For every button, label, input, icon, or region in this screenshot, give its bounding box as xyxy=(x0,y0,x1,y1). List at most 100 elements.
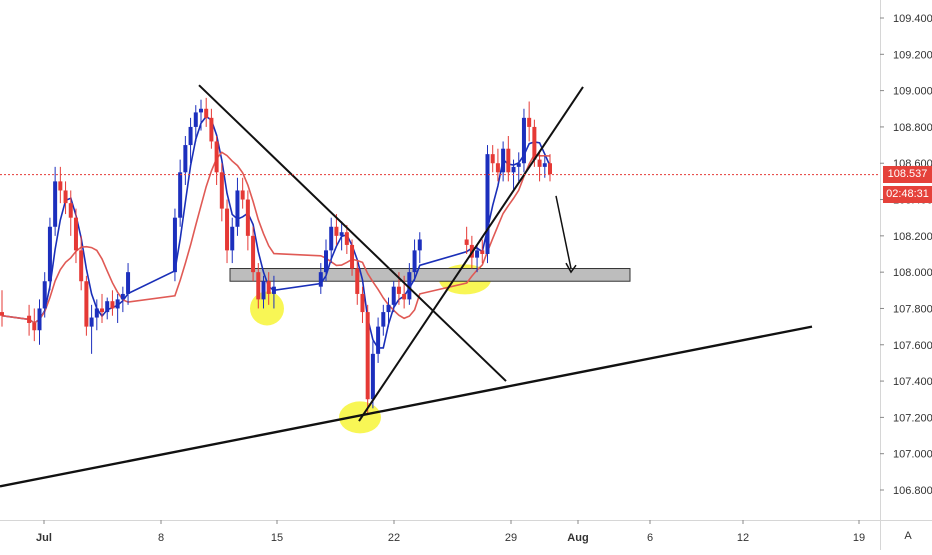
candle-body xyxy=(225,208,230,251)
candle-body xyxy=(100,308,105,313)
candle xyxy=(209,108,214,149)
candle xyxy=(495,148,500,182)
candle xyxy=(548,154,552,182)
candle-body xyxy=(271,286,276,294)
candle-body xyxy=(261,281,266,300)
candle-body xyxy=(417,239,422,251)
candle xyxy=(256,263,261,309)
candle xyxy=(490,145,495,173)
time-tick-label: 6 xyxy=(647,532,653,544)
candle xyxy=(58,166,63,204)
candle-body xyxy=(501,148,506,173)
countdown-badge: 02:48:31 xyxy=(883,185,932,203)
candle xyxy=(68,190,73,236)
time-tick-label: 29 xyxy=(505,532,517,544)
candle-body xyxy=(219,172,224,209)
candle xyxy=(42,272,47,318)
candle xyxy=(110,290,115,316)
candle-body xyxy=(407,272,412,300)
candle-body xyxy=(521,117,526,164)
candle xyxy=(73,208,78,264)
candle xyxy=(516,152,521,182)
candle-body xyxy=(256,272,261,300)
candle-body xyxy=(79,250,84,282)
candle-body xyxy=(542,163,547,167)
candle-body xyxy=(84,281,89,327)
candle xyxy=(193,105,198,142)
candle-body xyxy=(245,199,250,236)
candle xyxy=(485,145,490,264)
candle xyxy=(402,275,407,309)
candle xyxy=(324,239,329,282)
candle-body xyxy=(266,281,271,294)
candle xyxy=(178,159,183,227)
candle xyxy=(537,152,542,182)
candle xyxy=(47,217,52,291)
candle-body xyxy=(334,226,339,236)
price-tick-label: 109.000 xyxy=(893,86,932,98)
candle xyxy=(318,263,323,294)
price-tick-label: 107.600 xyxy=(893,340,932,352)
candle-body xyxy=(350,244,355,269)
time-tick-label: 19 xyxy=(853,532,865,544)
time-tick-label: 12 xyxy=(737,532,749,544)
candle-body xyxy=(27,315,32,323)
candle-body xyxy=(532,126,537,160)
slow-moving-average-line xyxy=(1,151,551,324)
candle-body xyxy=(105,301,110,313)
candle-body xyxy=(178,172,183,218)
candle xyxy=(381,304,386,336)
candle-body xyxy=(511,166,516,173)
candle xyxy=(521,108,526,173)
candle-body xyxy=(360,293,365,313)
candle-body xyxy=(355,268,360,294)
candle xyxy=(84,275,89,336)
candle xyxy=(344,224,349,254)
candle xyxy=(198,99,203,131)
candle-body xyxy=(318,272,323,287)
candle-body xyxy=(183,145,188,173)
time-tick-label: Aug xyxy=(567,532,588,544)
candle-body xyxy=(120,293,125,300)
candle xyxy=(271,275,276,309)
candle-body xyxy=(214,141,219,173)
candle xyxy=(355,261,360,305)
candle-body xyxy=(209,117,214,142)
price-tick-label: 109.400 xyxy=(893,13,932,25)
candle xyxy=(480,239,485,264)
candle xyxy=(183,136,188,186)
highlight-circles xyxy=(250,264,491,434)
candle xyxy=(100,293,105,323)
price-tick-label: 108.200 xyxy=(893,231,932,243)
candle xyxy=(115,293,120,323)
support-zone-rect xyxy=(229,268,631,282)
candle-body xyxy=(329,226,334,251)
candle-body xyxy=(344,232,349,245)
candle xyxy=(542,155,547,178)
candle-body xyxy=(396,286,401,294)
candle-body xyxy=(172,217,177,273)
descending-trendline xyxy=(198,84,507,382)
price-tick-label: 109.200 xyxy=(893,49,932,61)
price-tick-label: 108.000 xyxy=(893,267,932,279)
candle-body xyxy=(370,353,375,400)
price-tick-label: 107.200 xyxy=(893,412,932,424)
candle xyxy=(126,263,131,305)
candle-body xyxy=(464,239,469,245)
candle-body xyxy=(240,190,245,200)
candle xyxy=(188,117,193,164)
candle-body xyxy=(251,235,256,273)
candle-body xyxy=(73,217,78,251)
candle xyxy=(230,217,235,264)
candle xyxy=(89,304,94,354)
price-tick-label: 107.000 xyxy=(893,449,932,461)
auto-scale-button[interactable]: A xyxy=(904,530,912,542)
candle-body xyxy=(63,190,68,204)
candle-body xyxy=(548,163,552,175)
candle-body xyxy=(68,203,73,218)
candle xyxy=(386,297,391,327)
time-tick-label: 8 xyxy=(158,532,164,544)
